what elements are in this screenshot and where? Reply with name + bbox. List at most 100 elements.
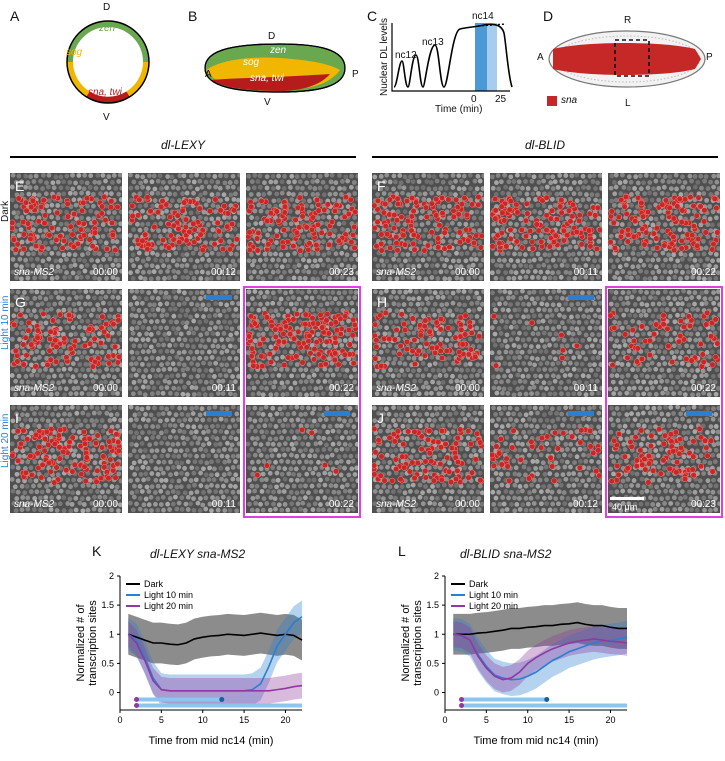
left-side-label: L [625,98,631,109]
posterior-label: P [352,69,359,80]
nc13-label: nc13 [422,37,444,48]
micrograph-tile: G sna-MS2 00:00 [10,289,122,397]
zen-label: zen [99,23,116,34]
x-tick-label: 5 [484,715,489,725]
nuclei-texture [372,173,484,281]
reporter-label: sna-MS2 [14,267,55,278]
light-bar-start [134,697,140,703]
nc12-label: nc12 [395,50,417,61]
tick-0: 0 [471,94,477,105]
series-line [453,621,627,636]
micrograph-tile: 00:11 [128,405,240,513]
micrograph-tile: H sna-MS2 00:00 [372,289,484,397]
series-line [453,633,628,681]
light-bar-end [544,697,550,703]
nuclei-texture [10,173,122,281]
legend-label: Light 10 min [144,590,193,600]
y-tick-label: 1 [434,629,439,639]
x-tick-label: 0 [442,715,447,725]
panel-label: F [377,178,386,194]
micrograph-tile: 00:22 [608,289,720,397]
error-band [128,621,302,704]
embryo-ventral-diagram [548,30,706,88]
cross-section-diagram [66,20,150,104]
sna-legend-swatch [547,96,557,106]
timestamp: 00:22 [328,383,354,394]
dorsal-label: D [268,31,276,42]
micrograph-tile: E sna-MS2 00:00 [10,173,122,281]
legend-label: Dark [469,579,489,589]
panel-label: J [377,410,384,426]
panel-label: H [377,294,388,310]
right-label: R [624,15,632,26]
timestamp: 00:11 [573,383,598,394]
dorsal-label: D [103,2,111,13]
light-bar-start [459,703,465,709]
series-line [128,632,303,646]
micrograph-tile: 00:22 [246,289,358,397]
nuclei-texture [372,289,484,397]
legend-label: Light 20 min [144,601,193,611]
x-tick-label: 15 [564,715,574,725]
nuclei-texture [10,405,122,513]
light-bar [461,697,547,702]
timestamp: 00:00 [92,499,118,510]
micrograph-tile: 00:12 [128,173,240,281]
anterior-label: A [205,69,212,80]
reporter-label: sna-MS2 [14,499,55,510]
error-band [453,602,627,655]
x-axis-label: Time from mid nc14 (min) [149,735,274,747]
legend-label: Light 20 min [469,601,518,611]
nuclei-texture [490,173,602,281]
sna-legend-label: sna [561,95,578,106]
chart-title: dl-BLID sna-MS2 [460,547,552,561]
scale-bar-line [610,497,644,500]
timestamp: 00:23 [328,267,354,278]
panel-label: E [15,178,25,194]
dl-levels-plot [391,23,513,92]
nuclei-texture [608,173,720,281]
timestamp: 00:22 [690,383,716,394]
nuclei-texture [246,405,358,513]
y-tick-label: 0.5 [101,658,114,668]
timestamp: 00:00 [454,383,480,394]
reporter-label: sna-MS2 [376,267,417,278]
x-tick-label: 10 [198,715,208,725]
nuclei-texture [372,405,484,513]
timestamp: 00:00 [454,267,480,278]
y-tick-label: 2 [109,571,114,581]
sog-label: sog [66,47,83,58]
y-tick-label: 2 [434,571,439,581]
y-tick-label: 1.5 [426,600,439,610]
x-tick-label: 20 [605,715,615,725]
light-indicator-bar [206,295,232,300]
timestamp: 00:11 [573,267,598,278]
ventral-label: V [264,97,271,108]
micrograph-tile: J sna-MS2 00:00 [372,405,484,513]
timestamp: 00:22 [328,499,354,510]
y-tick-label: 0 [434,688,439,698]
light-bar [136,697,222,702]
chart-title: dl-LEXY sna-MS2 [150,547,246,561]
nuclei-texture [128,289,240,397]
legend-label: Dark [144,579,164,589]
micrograph-tile: 00:22 [608,173,720,281]
micrograph-tile: 00:23 [608,405,720,513]
timestamp: 00:12 [572,499,598,510]
light-indicator-bar [568,295,594,300]
scale-bar-label: 40 μm [612,502,638,512]
micrograph-tile: 00:12 [490,405,602,513]
highlight-frame [243,286,361,518]
y-tick-label: 0.5 [426,658,439,668]
series-line [453,633,628,681]
panel-label: A [10,8,20,24]
sna-label: sna, twi [250,73,284,84]
divider [10,156,356,158]
micrograph-tile: 00:11 [128,289,240,397]
group-header-lexy: dl-LEXY [160,138,206,152]
embryo-side-diagram [204,43,346,93]
zen-label: zen [270,45,287,56]
y-tick-label: 1.5 [101,600,114,610]
